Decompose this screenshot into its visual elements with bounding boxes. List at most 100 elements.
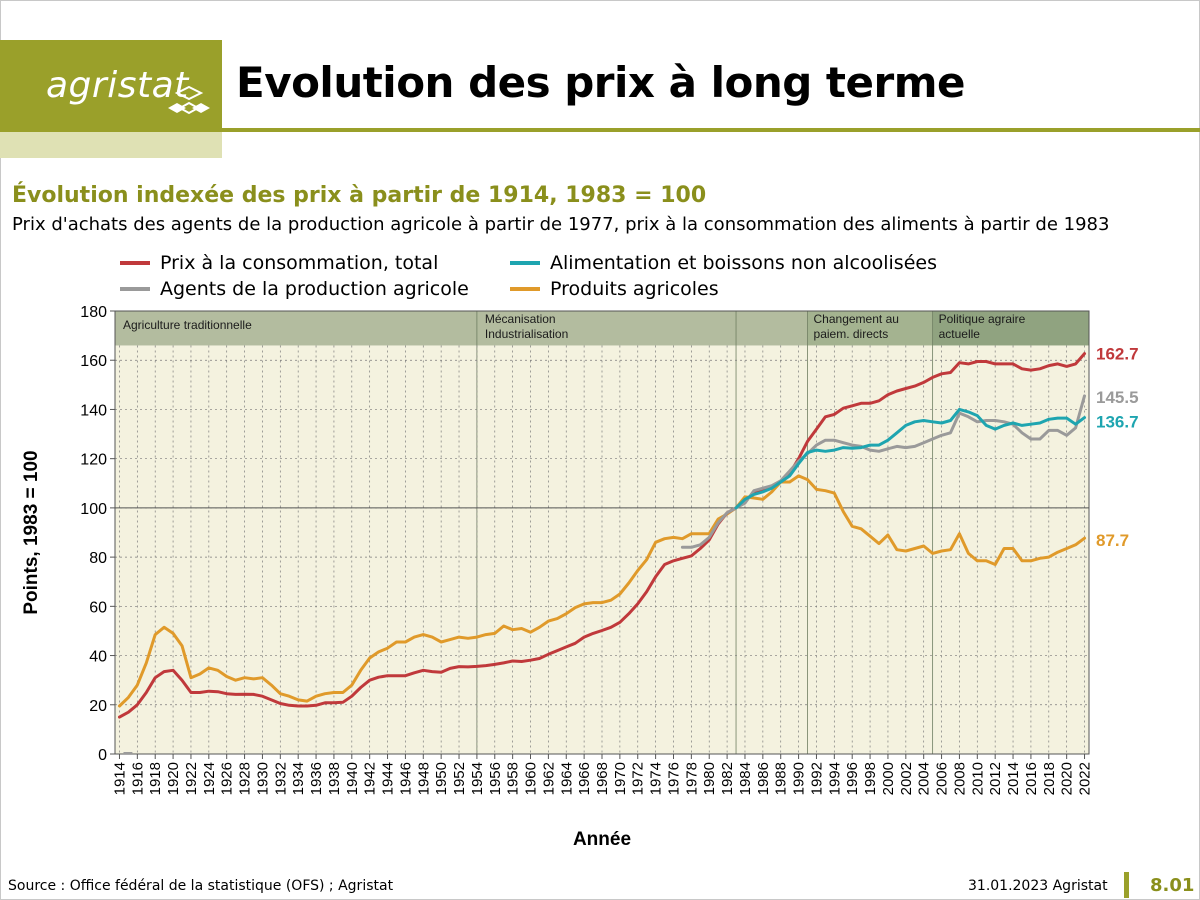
x-tick-label: 1938 [326, 762, 343, 795]
x-tick-label: 1980 [701, 762, 718, 795]
period-label-1-1: Industrialisation [485, 327, 568, 341]
x-tick-label: 1982 [719, 762, 736, 795]
x-tick-label: 1972 [630, 762, 647, 795]
y-tick-label: 80 [89, 550, 107, 567]
x-tick-label: 1948 [415, 762, 432, 795]
x-tick-label: 1974 [648, 762, 665, 795]
end-label-1: 136.7 [1096, 413, 1139, 432]
chart-subtitle: Prix d'achats des agents de la productio… [12, 214, 1110, 235]
x-tick-label: 2018 [1041, 762, 1058, 795]
x-tick-label: 2010 [969, 762, 986, 795]
series-line-1 [734, 407, 1086, 510]
x-tick-label: 1956 [487, 762, 504, 795]
legend-label-agri-inputs: Agents de la production agricole [160, 278, 469, 300]
period-label-3-0: Changement au [814, 312, 899, 326]
legend-item-food: Alimentation et boissons non alcoolisées [510, 252, 937, 274]
x-tick-label: 1968 [594, 762, 611, 795]
x-tick-label: 1970 [612, 762, 629, 795]
x-tick-label: 1976 [665, 762, 682, 795]
x-tick-label: 2014 [1005, 762, 1022, 795]
x-tick-label: 1966 [576, 762, 593, 795]
plot-area [115, 311, 1089, 754]
x-tick-label: 1936 [308, 762, 325, 795]
y-tick-label: 100 [80, 501, 107, 518]
period-band-1 [476, 311, 737, 346]
footer-divider [1124, 872, 1129, 898]
logo-wordmark: agristat [46, 65, 189, 106]
end-label-0: 162.7 [1096, 345, 1139, 364]
x-tick-label: 1988 [773, 762, 790, 795]
x-tick-label: 1996 [844, 762, 861, 795]
x-tick-label: 1950 [433, 762, 450, 795]
end-label-3: 87.7 [1096, 531, 1129, 550]
legend-label-consumer-total: Prix à la consommation, total [160, 252, 439, 274]
x-tick-label: 1990 [791, 762, 808, 795]
period-label-1-0: Mécanisation [485, 312, 556, 326]
x-tick-label: 2002 [898, 762, 915, 795]
y-tick-label: 20 [89, 698, 107, 715]
x-tick-label: 1946 [397, 762, 414, 795]
period-band-2 [736, 311, 808, 346]
legend-swatch-consumer-total [120, 261, 150, 265]
legend-swatch-agri-products [510, 287, 540, 291]
y-axis-title: Points, 1983 = 100 [21, 450, 42, 614]
x-tick-label: 2008 [951, 762, 968, 795]
x-tick-label: 1914 [111, 762, 128, 795]
x-tick-label: 2006 [934, 762, 951, 795]
x-tick-label: 1940 [344, 762, 361, 795]
period-label-4-1: actuelle [939, 327, 981, 341]
x-tick-label: 1916 [129, 762, 146, 795]
y-tick-label: 180 [80, 304, 107, 321]
x-tick-label: 2022 [1077, 762, 1094, 795]
x-tick-label: 1958 [505, 762, 522, 795]
x-tick-label: 1962 [540, 762, 557, 795]
x-tick-label: 1920 [165, 762, 182, 795]
x-tick-label: 1986 [755, 762, 772, 795]
x-tick-label: 1992 [808, 762, 825, 795]
x-tick-label: 1954 [469, 762, 486, 795]
period-label-0-0: Agriculture traditionnelle [123, 318, 252, 332]
period-band-3 [807, 311, 933, 346]
x-tick-label: 1944 [380, 762, 397, 795]
x-tick-label: 1924 [201, 762, 218, 795]
x-tick-label: 2000 [880, 762, 897, 795]
x-tick-label: 1952 [451, 762, 468, 795]
x-tick-label: 1978 [683, 762, 700, 795]
x-tick-label: 1934 [290, 762, 307, 795]
x-tick-label: 1998 [862, 762, 879, 795]
page-title: Evolution des prix à long terme [236, 58, 965, 107]
legend-item-consumer-total: Prix à la consommation, total [120, 252, 438, 274]
legend-swatch-food [510, 261, 540, 265]
legend-item-agri-products: Produits agricoles [510, 278, 719, 300]
x-tick-label: 1932 [272, 762, 289, 795]
x-tick-label: 1930 [254, 762, 271, 795]
logo-underband [0, 132, 222, 158]
period-label-4-0: Politique agraire [939, 312, 1026, 326]
period-band-0 [115, 311, 477, 346]
legend-label-agri-products: Produits agricoles [550, 278, 719, 300]
x-tick-label: 1926 [219, 762, 236, 795]
x-tick-label: 1960 [523, 762, 540, 795]
legend-swatch-agri-inputs [120, 287, 150, 291]
y-tick-label: 60 [89, 599, 107, 616]
x-tick-label: 1922 [183, 762, 200, 795]
y-tick-label: 40 [89, 649, 107, 666]
chart-title: Évolution indexée des prix à partir de 1… [12, 183, 707, 208]
x-tick-label: 2020 [1059, 762, 1076, 795]
logo-panel [0, 40, 222, 132]
logo-mark-icon [168, 85, 210, 115]
x-tick-label: 2016 [1023, 762, 1040, 795]
chart-legend: Prix à la consommation, total Alimentati… [120, 250, 1000, 302]
x-tick-label: 1994 [826, 762, 843, 795]
x-tick-label: 2004 [916, 762, 933, 795]
footer-page-number: 8.01 [1150, 875, 1195, 896]
x-tick-label: 2012 [987, 762, 1004, 795]
series-line-0 [118, 352, 1086, 719]
end-label-2: 145.5 [1096, 388, 1139, 407]
series-line-3 [118, 474, 1086, 708]
x-axis-title: Année [573, 829, 631, 850]
legend-item-agri-inputs: Agents de la production agricole [120, 278, 469, 300]
y-tick-label: 120 [80, 452, 107, 469]
footer-date: 31.01.2023 Agristat [968, 878, 1108, 894]
